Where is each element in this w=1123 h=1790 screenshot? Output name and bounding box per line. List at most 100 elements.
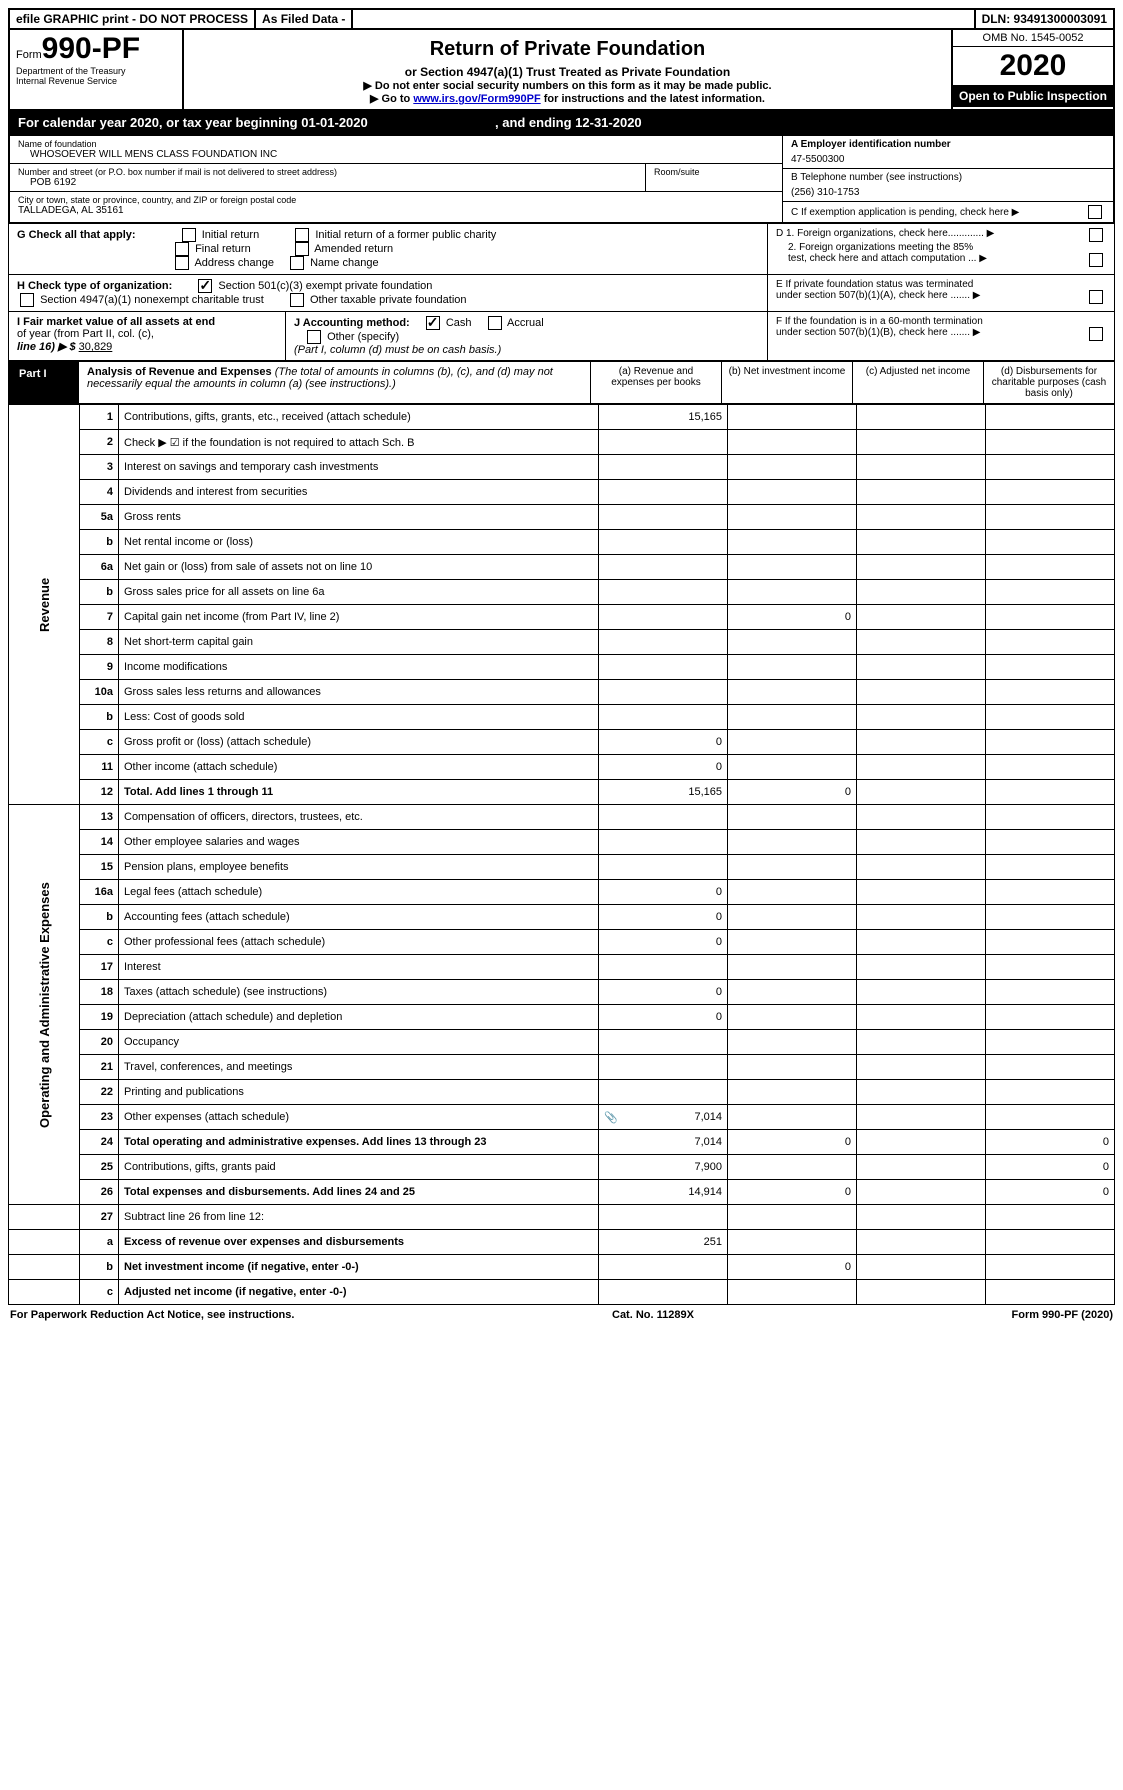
col-b-value	[728, 1055, 857, 1080]
col-c-value	[857, 580, 986, 605]
calendar-year-bar: For calendar year 2020, or tax year begi…	[8, 111, 1115, 136]
chk-addr-change[interactable]	[175, 256, 189, 270]
col-a-value	[599, 1080, 728, 1105]
tax-year: 2020	[953, 47, 1113, 85]
j-cash: Cash	[446, 317, 472, 329]
line-desc: Adjusted net income (if negative, enter …	[119, 1280, 599, 1305]
cal-text-a: For calendar year 2020, or tax year begi…	[18, 115, 301, 130]
pad-cell	[9, 1280, 80, 1305]
part1-header: Part I Analysis of Revenue and Expenses …	[8, 361, 1115, 404]
chk-cash[interactable]	[426, 316, 440, 330]
city-cell: City or town, state or province, country…	[10, 192, 782, 219]
col-a-value	[599, 1030, 728, 1055]
line-desc: Gross sales price for all assets on line…	[119, 580, 599, 605]
col-c-value	[857, 555, 986, 580]
col-c-value	[857, 805, 986, 830]
ein-cell: A Employer identification number 47-5500…	[783, 136, 1113, 169]
col-d-value	[986, 580, 1115, 605]
col-d-value: 0	[986, 1155, 1115, 1180]
omb-number: OMB No. 1545-0052	[953, 30, 1113, 47]
dept-treasury: Department of the Treasury	[16, 66, 176, 76]
line-number: 8	[80, 630, 119, 655]
phone-label: B Telephone number (see instructions)	[791, 172, 1105, 183]
footer-left: For Paperwork Reduction Act Notice, see …	[10, 1309, 294, 1321]
col-b-value	[728, 680, 857, 705]
col-c-value	[857, 530, 986, 555]
col-a-value	[599, 805, 728, 830]
line-desc: Income modifications	[119, 655, 599, 680]
h-o1: Section 501(c)(3) exempt private foundat…	[218, 280, 432, 292]
col-c-value	[857, 830, 986, 855]
irs-link[interactable]: www.irs.gov/Form990PF	[413, 93, 540, 105]
chk-501c3[interactable]	[198, 279, 212, 293]
top-bar: efile GRAPHIC print - DO NOT PROCESS As …	[8, 8, 1115, 30]
col-d-value	[986, 605, 1115, 630]
form-title: Return of Private Foundation	[188, 38, 947, 61]
form-subtitle: or Section 4947(a)(1) Trust Treated as P…	[188, 65, 947, 79]
phone-cell: B Telephone number (see instructions) (2…	[783, 169, 1113, 202]
chk-other-method[interactable]	[307, 330, 321, 344]
col-c-value	[857, 1080, 986, 1105]
col-b-value	[728, 1155, 857, 1180]
col-a-value	[599, 1255, 728, 1280]
line-number: 15	[80, 855, 119, 880]
line-desc: Total. Add lines 1 through 11	[119, 780, 599, 805]
e2-label: under section 507(b)(1)(A), check here .…	[776, 290, 980, 304]
cal-text-b: , and ending	[495, 115, 575, 130]
col-b-value: 0	[728, 780, 857, 805]
chk-f[interactable]	[1089, 327, 1103, 341]
dept-irs: Internal Revenue Service	[16, 76, 176, 86]
chk-amended[interactable]	[295, 242, 309, 256]
line-number: 10a	[80, 680, 119, 705]
col-c-value	[857, 1055, 986, 1080]
f2-label: under section 507(b)(1)(B), check here .…	[776, 327, 980, 341]
col-b-hdr: (b) Net investment income	[722, 362, 853, 403]
line-desc: Other employee salaries and wages	[119, 830, 599, 855]
exempt-checkbox[interactable]	[1088, 205, 1102, 219]
line-desc: Dividends and interest from securities	[119, 480, 599, 505]
chk-d2[interactable]	[1089, 253, 1103, 267]
col-b-value	[728, 505, 857, 530]
col-b-value	[728, 880, 857, 905]
col-a-value	[599, 1280, 728, 1305]
line-desc: Other income (attach schedule)	[119, 755, 599, 780]
col-d-hdr: (d) Disbursements for charitable purpose…	[984, 362, 1114, 403]
col-c-value	[857, 980, 986, 1005]
line-number: 4	[80, 480, 119, 505]
chk-final-return[interactable]	[175, 242, 189, 256]
line-number: 7	[80, 605, 119, 630]
chk-4947[interactable]	[20, 293, 34, 307]
line-desc: Capital gain net income (from Part IV, l…	[119, 605, 599, 630]
i-lbl1: I Fair market value of all assets at end	[17, 316, 277, 328]
line-desc: Gross rents	[119, 505, 599, 530]
efile-notice: efile GRAPHIC print - DO NOT PROCESS	[10, 10, 256, 28]
chk-name-change[interactable]	[290, 256, 304, 270]
d2b-label: test, check here and attach computation …	[788, 253, 987, 267]
line-desc: Other expenses (attach schedule)	[119, 1105, 599, 1130]
form-prefix: Form	[16, 49, 42, 61]
col-c-value	[857, 1155, 986, 1180]
col-a-value	[599, 1055, 728, 1080]
col-d-value	[986, 905, 1115, 930]
line-number: 26	[80, 1180, 119, 1205]
col-c-value	[857, 705, 986, 730]
line-number: 3	[80, 455, 119, 480]
chk-d1[interactable]	[1089, 228, 1103, 242]
col-a-value: 7,014	[599, 1130, 728, 1155]
chk-initial-return[interactable]	[182, 228, 196, 242]
col-d-value	[986, 680, 1115, 705]
chk-e[interactable]	[1089, 290, 1103, 304]
revenue-section-label: Revenue	[9, 405, 80, 805]
addr-label: Number and street (or P.O. box number if…	[18, 167, 637, 177]
col-a-hdr: (a) Revenue and expenses per books	[591, 362, 722, 403]
row-h: H Check type of organization: Section 50…	[8, 275, 1115, 312]
chk-other-taxable[interactable]	[290, 293, 304, 307]
line-number: 13	[80, 805, 119, 830]
chk-initial-former[interactable]	[295, 228, 309, 242]
col-c-value	[857, 655, 986, 680]
city-value: TALLADEGA, AL 35161	[18, 205, 774, 216]
col-b-value	[728, 1205, 857, 1230]
line-number: b	[80, 905, 119, 930]
chk-accrual[interactable]	[488, 316, 502, 330]
line-desc: Interest on savings and temporary cash i…	[119, 455, 599, 480]
